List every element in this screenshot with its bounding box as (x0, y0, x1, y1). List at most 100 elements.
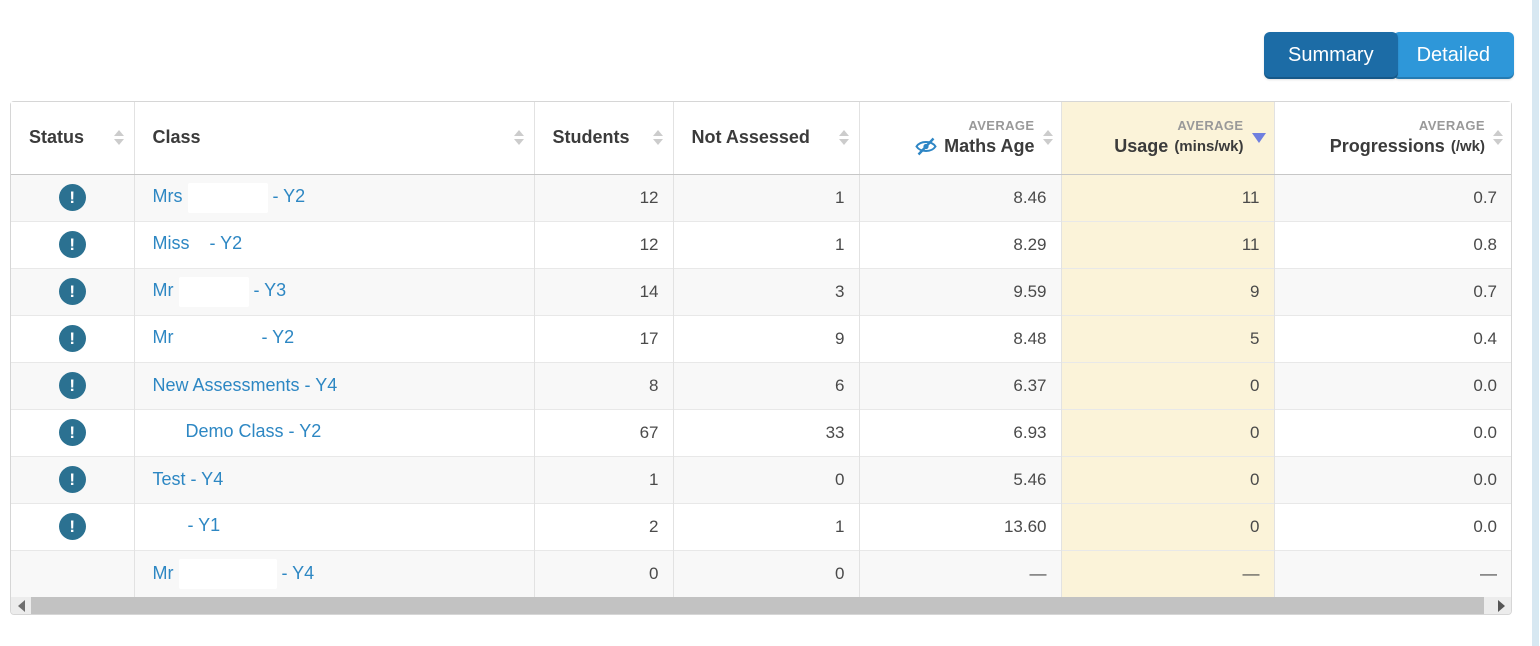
redacted-name (178, 323, 257, 354)
horizontal-scrollbar[interactable] (11, 597, 1511, 614)
cell-usage: 0 (1061, 361, 1275, 409)
sort-icon[interactable] (838, 130, 849, 146)
redacted-name (178, 276, 249, 307)
alert-status-icon[interactable]: ! (58, 466, 86, 493)
cell-maths_age: 13.60 (859, 502, 1062, 550)
class-cell: Mr - Y3 (134, 267, 535, 315)
status-cell (11, 549, 135, 597)
cell-maths_age: 6.93 (859, 408, 1062, 456)
cell-progressions: 0.7 (1473, 187, 1497, 207)
scroll-left-icon (17, 599, 25, 612)
class-link[interactable]: Test - Y4 (152, 469, 224, 489)
cell-maths_age: 5.46 (859, 455, 1062, 503)
column-sublabel: (/wk) (1450, 138, 1485, 156)
sort-down-icon (1042, 139, 1053, 146)
cell-not_assessed: 33 (673, 408, 860, 456)
cell-maths_age: 9.59 (859, 267, 1062, 315)
class-link[interactable]: Miss - Y2 (153, 229, 242, 260)
column-label: Maths Age (914, 136, 1035, 157)
cell-progressions: 0.0 (1274, 455, 1511, 503)
sort-down-icon (838, 139, 849, 146)
table-row: ! Demo Class - Y2 67 33 6.93 0 0.0 (11, 408, 1511, 456)
sort-down-icon (113, 139, 124, 146)
class-cell: New Assessments - Y4 (134, 361, 535, 409)
class-link[interactable]: Mr - Y3 (153, 276, 286, 307)
cell-not_assessed: 6 (673, 361, 860, 409)
class-cell: Miss - Y2 (134, 220, 535, 268)
scroll-right-icon (1497, 599, 1505, 612)
cell-not_assessed: 0 (673, 455, 860, 503)
sort-icon[interactable] (113, 130, 124, 146)
class-cell: - Y1 (134, 502, 535, 550)
cell-usage: 9 (1061, 267, 1275, 315)
column-sublabel: (mins/wk) (1174, 138, 1244, 156)
class-link[interactable]: Mrs - Y2 (153, 182, 305, 213)
alert-status-icon[interactable]: ! (58, 513, 86, 540)
table-row: ! New Assessments - Y4 8 6 6.37 0 0.0 (11, 361, 1511, 409)
cell-students: 2 (534, 502, 674, 550)
class-link[interactable]: Mr - Y4 (153, 558, 314, 589)
cell-students: 67 (534, 408, 674, 456)
alert-status-icon[interactable]: ! (58, 325, 86, 352)
summary-button[interactable]: Summary (1264, 32, 1398, 79)
alert-status-icon[interactable]: ! (58, 231, 86, 258)
column-header-class[interactable]: Class (134, 102, 535, 175)
table-header: Status Class Students Not Assessed AVERAGE Ma… (11, 102, 1511, 175)
scroll-right-button[interactable] (1491, 597, 1511, 614)
table-row: ! Miss - Y2 12 1 8.29 11 0.8 (11, 220, 1511, 268)
sort-down-icon (513, 139, 524, 146)
status-cell: ! (11, 174, 135, 221)
column-header-maths_age[interactable]: AVERAGE Maths Age (859, 102, 1062, 175)
status-cell: ! (11, 220, 135, 268)
table-row: ! Mrs - Y2 12 1 8.46 11 0.7 (11, 174, 1511, 221)
cell-not_assessed: 1 (673, 502, 860, 550)
status-cell: ! (11, 267, 135, 315)
sort-icon[interactable] (1042, 130, 1053, 146)
table-row: ! Mr - Y3 14 3 9.59 9 0.7 (11, 267, 1511, 315)
sort-icon[interactable] (1493, 130, 1503, 146)
class-cell: Mr - Y2 (134, 314, 535, 362)
cell-progressions: 0.8 (1274, 220, 1511, 268)
column-label: Not Assessed (691, 127, 810, 148)
detailed-button[interactable]: Detailed (1392, 32, 1514, 79)
class-link[interactable]: New Assessments - Y4 (152, 375, 338, 395)
column-header-status[interactable]: Status (11, 102, 135, 175)
cell-students: 17 (534, 314, 674, 362)
cell-progressions: — (1274, 549, 1511, 597)
cell-usage: 5 (1061, 314, 1275, 362)
column-header-progressions[interactable]: AVERAGE Progressions (/wk) (1274, 102, 1511, 175)
class-link[interactable]: Demo Class - Y2 (152, 417, 321, 448)
alert-status-icon[interactable]: ! (58, 184, 86, 211)
alert-status-icon[interactable]: ! (58, 372, 86, 399)
alert-status-icon[interactable]: ! (58, 278, 86, 305)
cell-progressions: 0.0 (1274, 502, 1511, 550)
column-header-usage[interactable]: AVERAGE Usage (mins/wk) (1061, 102, 1275, 175)
class-cell: Mr - Y4 (134, 549, 535, 597)
cell-maths_age: 8.48 (859, 314, 1062, 362)
class-cell: Demo Class - Y2 (134, 408, 535, 456)
column-label: Students (552, 127, 630, 148)
sort-desc-icon[interactable] (1251, 132, 1266, 143)
sort-icon[interactable] (652, 130, 663, 146)
page-scrollbar-strip[interactable] (1532, 0, 1539, 646)
average-label: AVERAGE (968, 118, 1035, 134)
cell-students: 8 (534, 361, 674, 409)
scroll-left-button[interactable] (11, 597, 31, 614)
cell-progressions: 0.7 (1274, 267, 1511, 315)
sort-down-icon (652, 139, 663, 146)
cell-progressions: 0.0 (1274, 361, 1511, 409)
class-link[interactable]: - Y1 (152, 511, 220, 542)
average-label: AVERAGE (1418, 118, 1485, 134)
class-link[interactable]: Mr - Y2 (153, 323, 294, 354)
cell-maths_age: 8.46 (859, 174, 1062, 221)
column-header-not_assessed[interactable]: Not Assessed (673, 102, 860, 175)
alert-status-icon[interactable]: ! (58, 419, 86, 446)
sort-up-icon (652, 130, 663, 137)
sort-up-icon (1042, 130, 1053, 137)
redacted-name (178, 558, 277, 589)
scrollbar-thumb[interactable] (31, 597, 1484, 614)
column-header-students[interactable]: Students (534, 102, 674, 175)
classes-table-container: Status Class Students Not Assessed AVERAGE Ma… (10, 101, 1512, 615)
table-body: ! Mrs - Y2 12 1 8.46 11 0.7! Miss - Y2 12 1 8.29 11… (11, 174, 1511, 597)
sort-icon[interactable] (513, 130, 524, 146)
